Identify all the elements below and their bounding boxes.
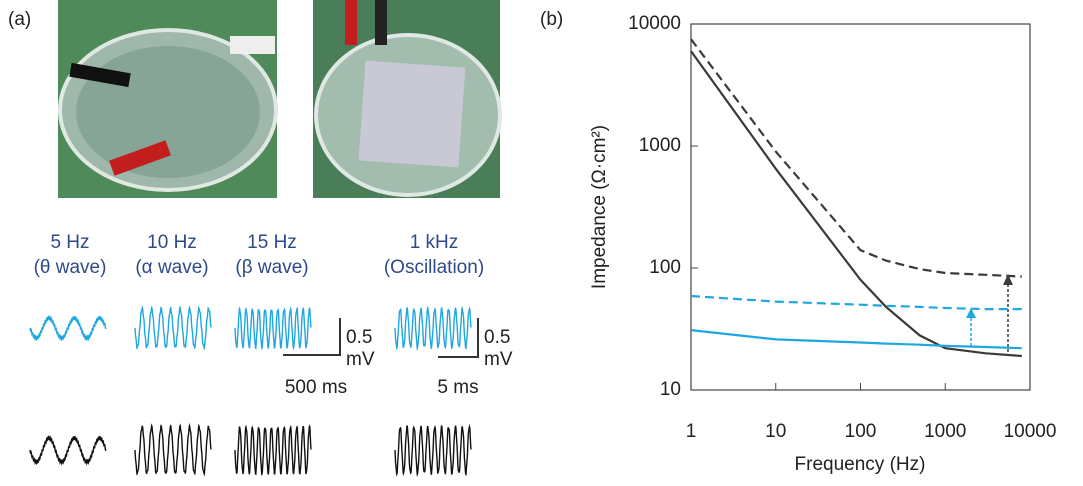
x-tick-label: 10	[765, 421, 786, 442]
condition-description: (Oscillation)	[384, 257, 484, 278]
condition-frequency: 10 Hz	[147, 232, 197, 253]
impedance-line	[690, 329, 1022, 350]
panel-label: (a)	[8, 9, 31, 30]
scale-unit: mV	[484, 349, 513, 370]
waveform	[394, 305, 472, 351]
photo	[313, 0, 502, 198]
scale-bar	[438, 318, 479, 358]
y-tick-label: 10	[660, 379, 681, 400]
x-tick-label: 1	[686, 421, 697, 442]
scale-amplitude: 0.5	[484, 327, 510, 348]
scale-time: 500 ms	[285, 377, 347, 398]
x-tick-label: 1000	[924, 421, 966, 442]
panel-label: (b)	[540, 9, 563, 30]
y-tick-label: 1000	[639, 135, 681, 156]
condition-frequency: 1 kHz	[410, 232, 459, 253]
waveform	[394, 423, 472, 478]
photo	[58, 0, 278, 198]
scale-unit: mV	[346, 349, 375, 370]
x-axis-label: Frequency (Hz)	[795, 454, 926, 475]
condition-frequency: 15 Hz	[247, 232, 297, 253]
waveform	[134, 422, 212, 477]
impedance-line	[690, 50, 1022, 358]
condition-frequency: 5 Hz	[50, 232, 89, 253]
arrow	[966, 274, 1013, 352]
y-tick-label: 10000	[628, 13, 681, 34]
waveform	[234, 306, 312, 351]
waveform	[29, 315, 107, 342]
scale-amplitude: 0.5	[346, 327, 372, 348]
x-tick-label: 10000	[1004, 421, 1057, 442]
waveform	[134, 305, 212, 351]
y-axis-label: Impedance (Ω·cm²)	[589, 125, 610, 289]
x-tick-label: 100	[845, 421, 877, 442]
waveform	[29, 435, 107, 466]
impedance-line	[690, 38, 1022, 278]
scale-time: 5 ms	[437, 377, 478, 398]
y-tick-label: 100	[649, 257, 681, 278]
condition-description: (β wave)	[235, 257, 308, 278]
condition-description: (θ wave)	[34, 257, 107, 278]
waveform	[234, 424, 312, 476]
condition-description: (α wave)	[135, 257, 208, 278]
impedance-line	[690, 294, 1022, 311]
scale-bar	[283, 318, 341, 356]
